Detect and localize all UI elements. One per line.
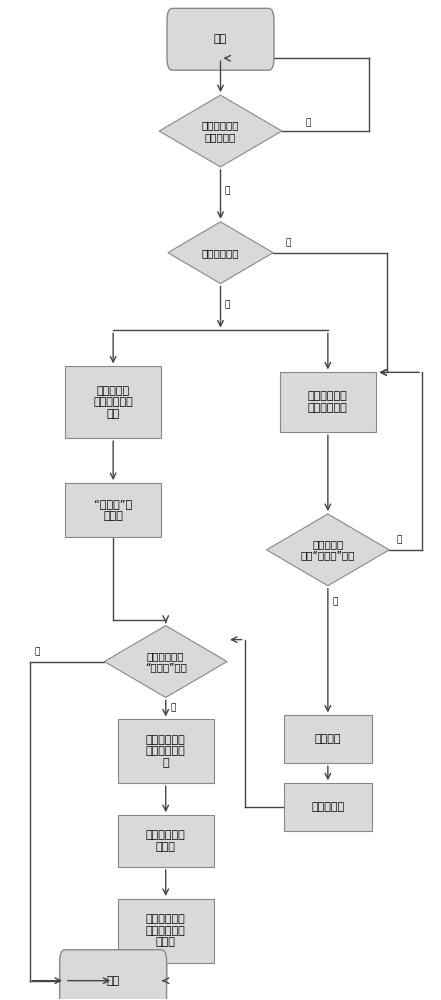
FancyBboxPatch shape bbox=[117, 815, 214, 867]
Text: 是: 是 bbox=[332, 597, 337, 606]
Text: 本车是否转向: 本车是否转向 bbox=[202, 248, 239, 258]
FancyBboxPatch shape bbox=[65, 483, 161, 537]
FancyBboxPatch shape bbox=[284, 783, 372, 831]
FancyBboxPatch shape bbox=[117, 899, 214, 963]
Text: 否: 否 bbox=[35, 647, 40, 656]
FancyBboxPatch shape bbox=[65, 366, 161, 438]
Text: 是: 是 bbox=[225, 300, 230, 309]
Text: 显示障碍物: 显示障碍物 bbox=[311, 802, 344, 812]
Polygon shape bbox=[168, 222, 273, 284]
Text: 否: 否 bbox=[396, 535, 402, 544]
Text: “内轮差”区
域确定: “内轮差”区 域确定 bbox=[94, 499, 132, 521]
FancyBboxPatch shape bbox=[60, 950, 167, 1000]
Text: 障碍物距离检
测、速度检测: 障碍物距离检 测、速度检测 bbox=[308, 391, 348, 413]
Text: 障碍物能否
达到“内轮差”区域: 障碍物能否 达到“内轮差”区域 bbox=[301, 539, 355, 561]
Polygon shape bbox=[159, 95, 282, 167]
FancyBboxPatch shape bbox=[284, 715, 372, 763]
Text: 是: 是 bbox=[225, 186, 230, 195]
Text: 否: 否 bbox=[306, 119, 311, 128]
Text: 是: 是 bbox=[170, 703, 176, 712]
Polygon shape bbox=[105, 626, 227, 697]
Text: 启动安全设备
触发器: 启动安全设备 触发器 bbox=[146, 830, 186, 852]
Text: 车外报警: 车外报警 bbox=[314, 734, 341, 744]
Text: 否: 否 bbox=[286, 238, 291, 247]
Text: 无线通讯单元
发送信息给其
他车辆: 无线通讯单元 发送信息给其 他车辆 bbox=[146, 914, 186, 947]
FancyBboxPatch shape bbox=[167, 8, 274, 70]
Text: 结束: 结束 bbox=[107, 976, 120, 986]
Text: 障碍物是否在
“内轮差”区域: 障碍物是否在 “内轮差”区域 bbox=[145, 651, 187, 672]
Text: 摄像头检测是
否到达路口: 摄像头检测是 否到达路口 bbox=[202, 120, 239, 142]
FancyBboxPatch shape bbox=[280, 372, 376, 432]
Text: 车内外同时报
警、显示障碍
物: 车内外同时报 警、显示障碍 物 bbox=[146, 735, 186, 768]
FancyBboxPatch shape bbox=[117, 719, 214, 783]
Text: 开始: 开始 bbox=[214, 34, 227, 44]
Polygon shape bbox=[266, 514, 389, 586]
Text: 本车速度检
测、路口形状
判断: 本车速度检 测、路口形状 判断 bbox=[93, 386, 133, 419]
